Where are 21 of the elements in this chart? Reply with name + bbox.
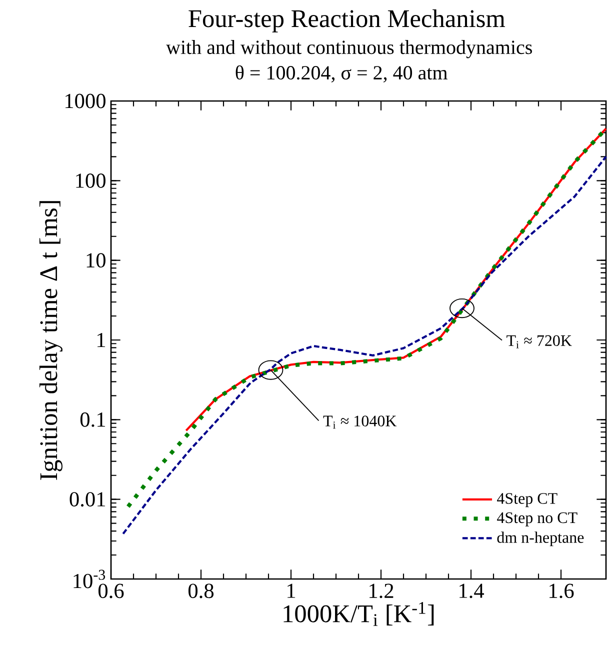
x-tick-label: 0.8 [188,584,214,598]
y-tick-label: 1000 [66,94,106,108]
y-tick-label: 1 [98,332,106,348]
annotation: T$_{i}$ ≈ 720K [506,335,572,348]
x-tick-label: 1.2 [370,584,394,598]
y-tick-label: 0.01 [70,492,106,507]
legend-label: 4Step CT [497,493,558,508]
y-tick-label: 0.1 [80,412,106,427]
chart-title: Four-step Reaction Mechanism [188,9,506,32]
x-tick-label: 1 [288,584,296,598]
chart-subtitle: with and without continuous thermodynamics [166,40,532,58]
x-tick-label: 1.6 [550,584,574,598]
y-axis-title: Ignition delay time Δ t [ms] [39,201,62,480]
y-tick-label: 10 [86,253,106,268]
x-tick-label: 1.4 [460,584,484,598]
text: θ = 100.204, σ = 2, 40 atm [236,65,448,82]
y-tick-label: 100 [76,173,106,188]
legend-label: dm n-heptane [497,532,584,546]
legend-label: 4Step no CT [497,512,578,526]
x-axis-title: 1000K/T$_{i}$ [K$^{-1}$] [284,602,434,626]
annotation: T$_{i}$ ≈ 1040K [323,416,397,429]
